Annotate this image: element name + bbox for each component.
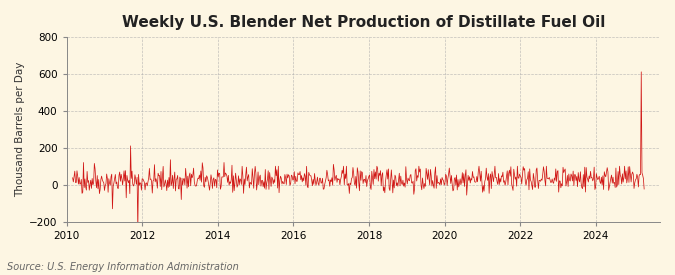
Text: Source: U.S. Energy Information Administration: Source: U.S. Energy Information Administ… bbox=[7, 262, 238, 272]
Title: Weekly U.S. Blender Net Production of Distillate Fuel Oil: Weekly U.S. Blender Net Production of Di… bbox=[122, 15, 605, 30]
Y-axis label: Thousand Barrels per Day: Thousand Barrels per Day bbox=[15, 62, 25, 197]
